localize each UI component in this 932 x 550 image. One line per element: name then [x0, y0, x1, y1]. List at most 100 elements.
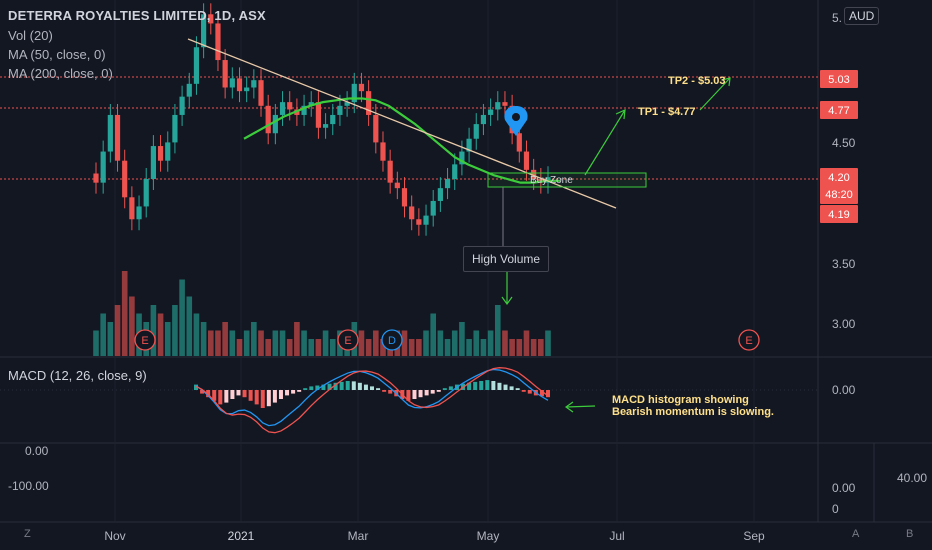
macd-histogram-bar: [200, 390, 205, 394]
candle-body[interactable]: [236, 78, 243, 92]
candle-body[interactable]: [143, 179, 149, 207]
candle-body[interactable]: [495, 102, 501, 110]
volume-bar: [172, 305, 178, 356]
candle-body[interactable]: [380, 142, 386, 161]
lower-left-tick: 0.00: [25, 444, 49, 458]
volume-bar: [373, 330, 379, 356]
volume-bar: [466, 339, 472, 356]
candle-body[interactable]: [201, 14, 207, 48]
buy-zone-box[interactable]: [487, 172, 647, 188]
candle-body[interactable]: [322, 124, 329, 128]
volume-bar: [179, 279, 185, 356]
candle-body[interactable]: [287, 102, 293, 110]
candle-body[interactable]: [265, 105, 271, 134]
candle-body[interactable]: [416, 219, 422, 225]
macd-histogram-bar: [291, 390, 296, 394]
candle-body[interactable]: [315, 102, 322, 128]
candle-body[interactable]: [437, 188, 443, 201]
candle-body[interactable]: [172, 114, 178, 143]
candle-body[interactable]: [122, 160, 128, 198]
auto-scale-icon[interactable]: A: [852, 528, 860, 540]
candle-body[interactable]: [488, 109, 494, 115]
candle-body[interactable]: [129, 197, 135, 220]
candle-body[interactable]: [337, 105, 343, 115]
event-marker-circle[interactable]: [337, 329, 359, 351]
candle-body[interactable]: [179, 96, 185, 115]
location-pin-icon[interactable]: [504, 106, 528, 136]
legend-macd[interactable]: MACD (12, 26, close, 9): [8, 368, 147, 383]
candle-body[interactable]: [100, 151, 106, 183]
candle-body[interactable]: [387, 160, 393, 183]
tp2-arrow: [699, 77, 731, 111]
candle-body[interactable]: [401, 188, 408, 207]
candle-body[interactable]: [466, 138, 472, 152]
candle-body[interactable]: [136, 206, 142, 220]
candle-body[interactable]: [93, 173, 99, 183]
event-marker-circle[interactable]: [134, 329, 156, 351]
macd-histogram-bar: [448, 386, 453, 390]
event-marker-circle[interactable]: [738, 329, 760, 351]
candle-body[interactable]: [215, 23, 221, 61]
candle-body[interactable]: [157, 146, 164, 161]
price-badge-label: 4.77: [828, 105, 849, 117]
candle-body[interactable]: [394, 182, 400, 189]
macd-histogram-bar: [339, 381, 344, 390]
candle-body[interactable]: [222, 60, 228, 88]
macd-histogram-bar: [388, 390, 393, 394]
log-scale-icon[interactable]: B: [906, 528, 914, 540]
candle-body[interactable]: [444, 179, 451, 189]
macd-histogram-bar: [521, 390, 526, 392]
candle-body[interactable]: [531, 169, 537, 179]
high-volume-callout[interactable]: High Volume: [463, 246, 550, 272]
candle-body[interactable]: [473, 124, 479, 139]
macd-histogram-bar: [418, 390, 423, 398]
candle-body[interactable]: [423, 215, 429, 225]
candle-body[interactable]: [193, 47, 200, 84]
candle-body[interactable]: [308, 102, 314, 106]
candle-body[interactable]: [301, 105, 307, 115]
candle-body[interactable]: [516, 133, 522, 152]
candle-body[interactable]: [459, 151, 465, 165]
candle-body[interactable]: [409, 206, 415, 220]
candle-body[interactable]: [186, 83, 192, 97]
candle-body[interactable]: [107, 114, 113, 152]
candle-body[interactable]: [452, 164, 458, 179]
trendline[interactable]: [187, 38, 617, 209]
volume-bar: [222, 322, 228, 356]
legend-ma200[interactable]: MA (200, close, 0): [8, 66, 113, 81]
zoom-z-icon[interactable]: Z: [24, 528, 31, 540]
macd-histogram-bar: [430, 390, 435, 394]
candle-body[interactable]: [208, 14, 214, 24]
legend-ma50[interactable]: MA (50, close, 0): [8, 47, 106, 62]
candle-body[interactable]: [165, 142, 171, 161]
candle-body[interactable]: [258, 80, 264, 106]
macd-histogram-bar: [266, 390, 271, 407]
candle-body[interactable]: [114, 114, 121, 161]
candle-body[interactable]: [229, 78, 235, 88]
macd-histogram-bar: [285, 390, 290, 396]
candle-body[interactable]: [373, 114, 379, 143]
candle-body[interactable]: [279, 102, 286, 115]
event-marker-label: E: [745, 335, 752, 347]
candle-body[interactable]: [244, 87, 250, 92]
candle-body[interactable]: [430, 200, 436, 216]
candle-body[interactable]: [330, 114, 336, 125]
candle-body[interactable]: [150, 146, 156, 179]
candle-body[interactable]: [502, 102, 508, 106]
candle-body[interactable]: [272, 114, 278, 134]
time-axis-tick: Nov: [104, 529, 125, 543]
candle-body[interactable]: [351, 83, 357, 103]
candle-body[interactable]: [480, 114, 487, 125]
volume-bar: [423, 330, 429, 356]
currency-badge[interactable]: AUD: [844, 7, 880, 25]
candle-body[interactable]: [523, 151, 530, 170]
macd-histogram-bar: [406, 390, 411, 401]
candle-body[interactable]: [251, 80, 257, 88]
candle-body[interactable]: [344, 102, 350, 106]
event-marker-circle[interactable]: [381, 329, 403, 351]
legend-volume[interactable]: Vol (20): [8, 28, 53, 43]
candle-body[interactable]: [366, 91, 372, 115]
candle-body[interactable]: [358, 83, 365, 92]
price-axis-tick: 3.50: [832, 257, 856, 271]
